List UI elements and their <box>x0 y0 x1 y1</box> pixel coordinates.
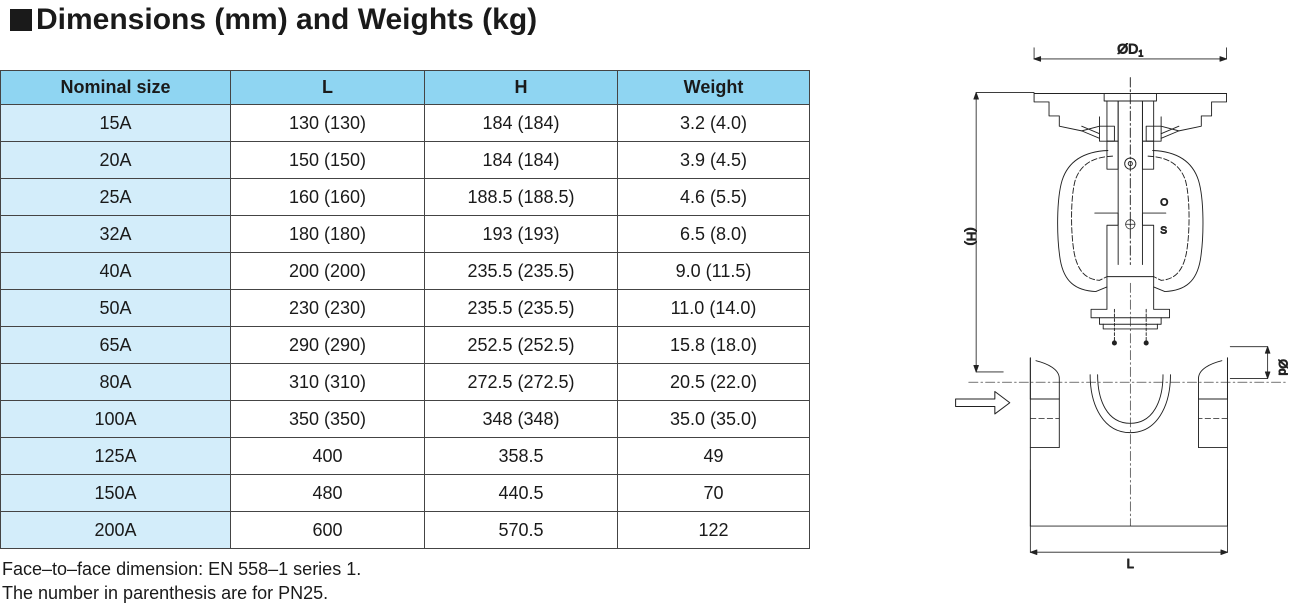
svg-text:S: S <box>1160 226 1167 237</box>
svg-text:Ød: Ød <box>1276 359 1290 375</box>
svg-text:ØD1: ØD1 <box>1117 40 1143 58</box>
svg-text:L: L <box>1127 556 1134 571</box>
svg-text:O: O <box>1160 198 1168 209</box>
svg-text:(H): (H) <box>964 227 979 245</box>
